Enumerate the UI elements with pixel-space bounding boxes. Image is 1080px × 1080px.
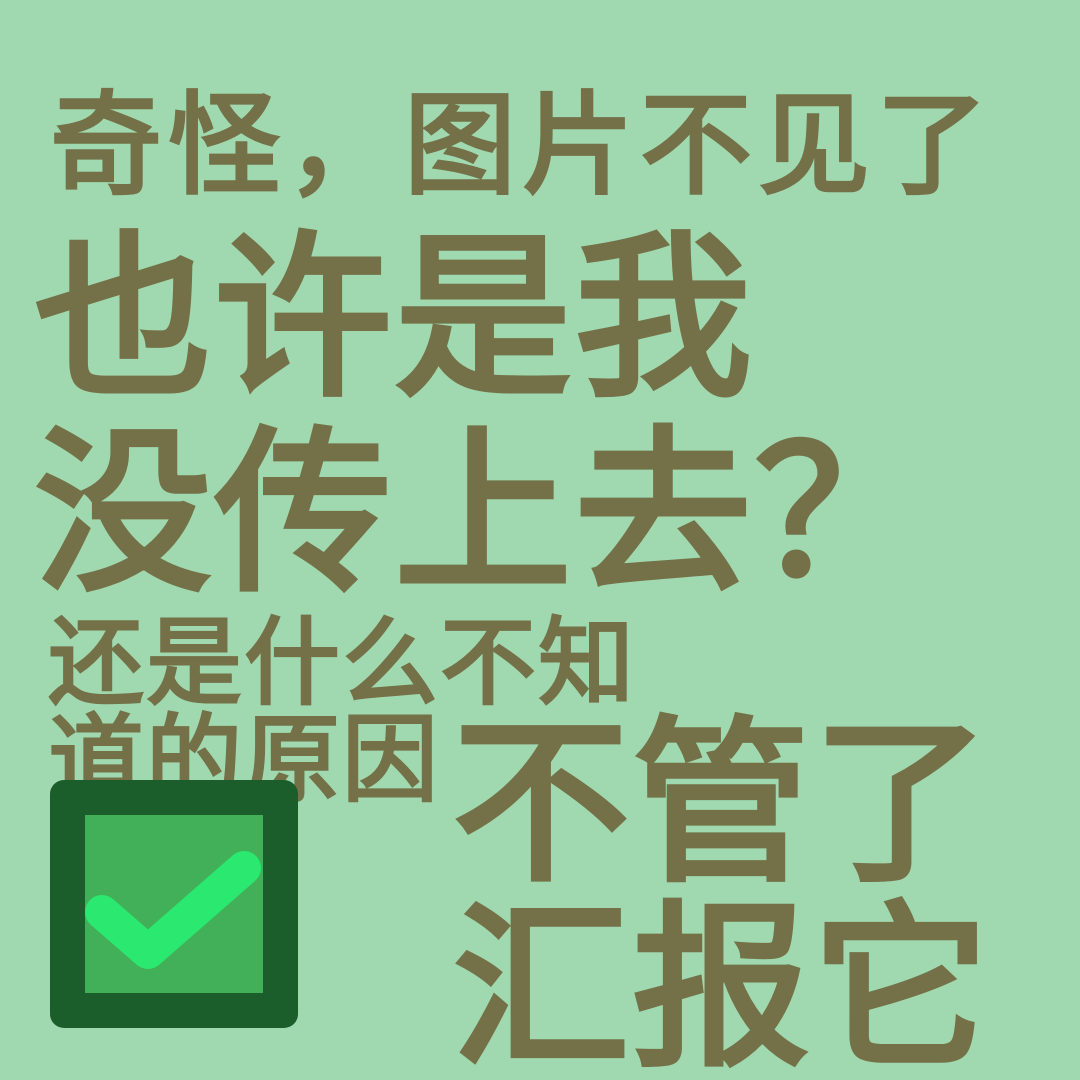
text-line-3: 没传上去？	[34, 410, 934, 617]
text-line-2: 也许是我	[34, 215, 754, 422]
text-line-7: 汇报它	[452, 885, 992, 1080]
text-line-4: 还是什么不知	[48, 607, 636, 719]
text-line-1: 奇怪，图片不见了	[50, 81, 994, 211]
checkmark-icon	[85, 851, 261, 969]
checkbox[interactable]	[50, 780, 298, 1028]
text-line-6: 不管了	[452, 700, 992, 907]
